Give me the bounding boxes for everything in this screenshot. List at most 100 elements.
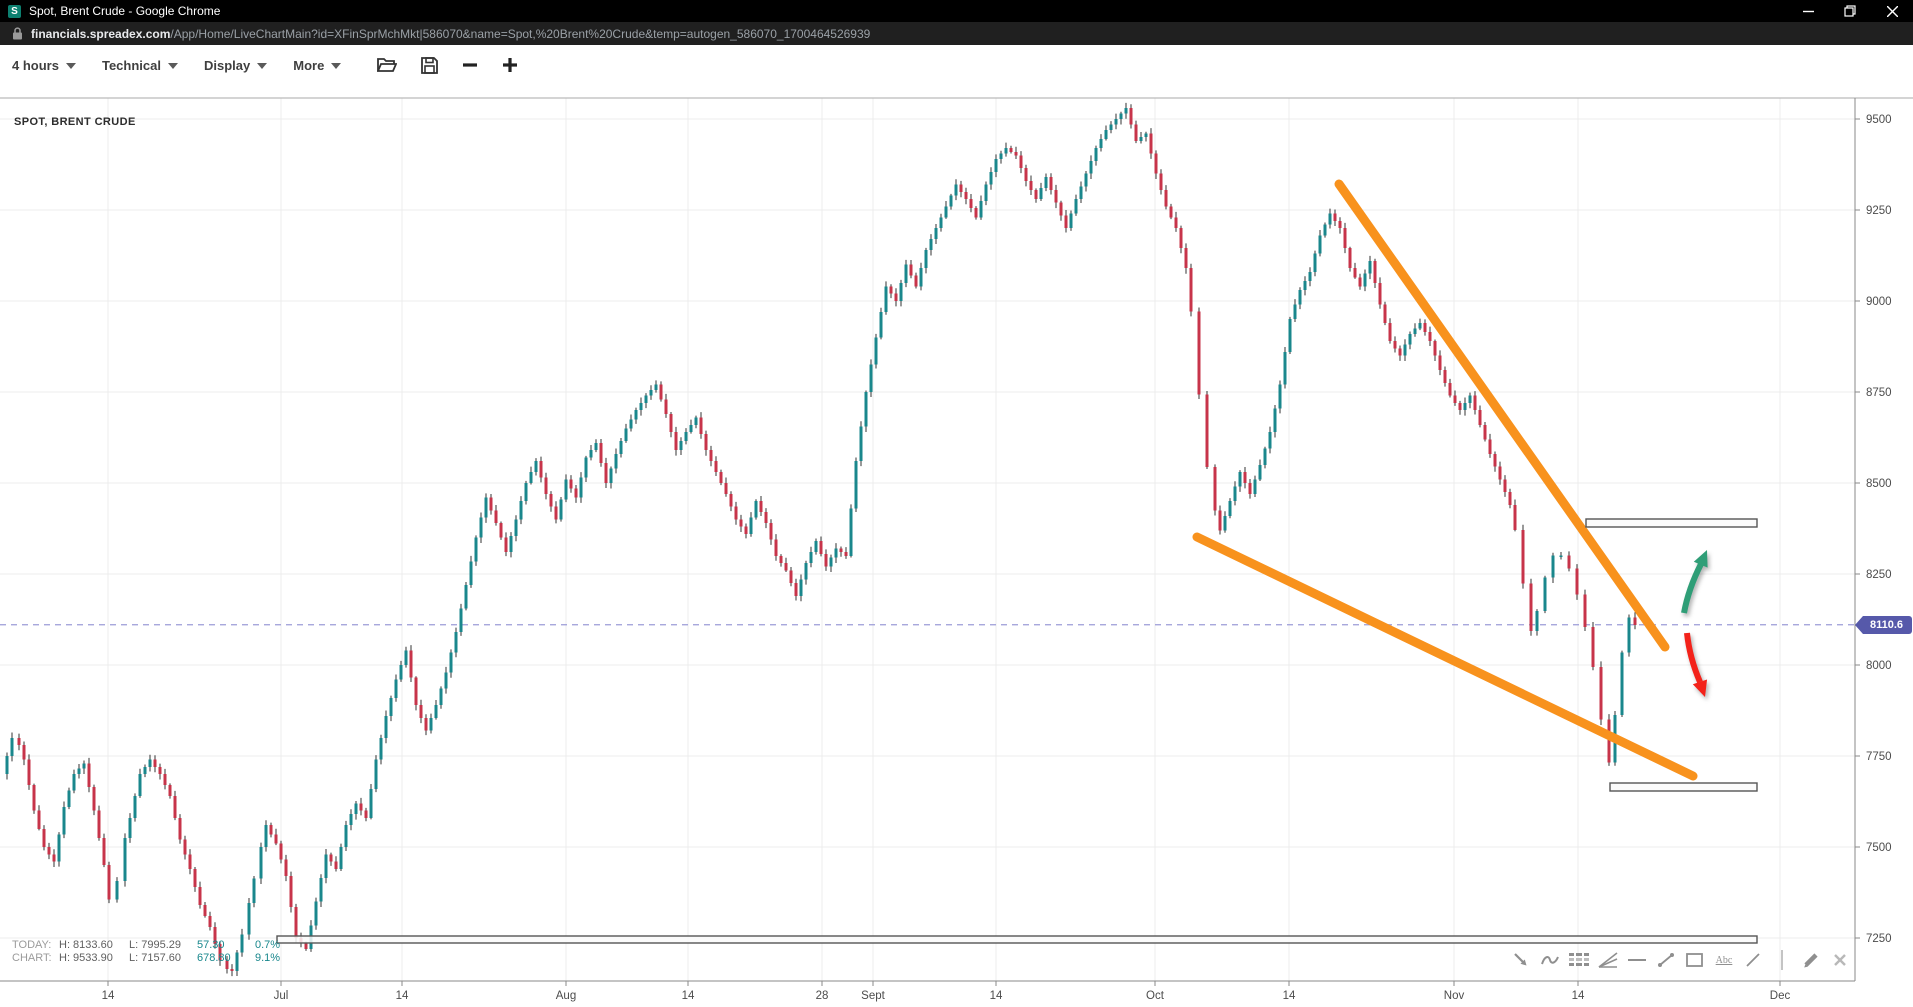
long-support-zone-box[interactable] (276, 935, 1758, 944)
address-bar[interactable]: financials.spreadex.com/App/Home/LiveCha… (0, 22, 1913, 45)
chevron-down-icon (65, 63, 76, 69)
y-tick-label: 8250 (1866, 569, 1892, 581)
plus-icon (503, 58, 518, 72)
window-titlebar: S Spot, Brent Crude - Google Chrome (0, 0, 1913, 22)
x-tick-label: 14 (990, 990, 1003, 1002)
y-tick-label: 8750 (1866, 387, 1892, 399)
chart-low: L: 7157.60 (129, 952, 181, 964)
lower-wedge-trendline[interactable] (1192, 532, 1698, 781)
x-tick-label: 28 (816, 990, 829, 1002)
window-title: Spot, Brent Crude - Google Chrome (29, 4, 221, 18)
y-tick-label: 7250 (1866, 933, 1892, 945)
horizontal-line-tool[interactable] (1626, 949, 1648, 971)
line-tool[interactable] (1742, 949, 1764, 971)
diagonal-line-icon (1746, 953, 1760, 967)
rectangle-icon (1686, 953, 1703, 967)
price-stats: TODAY: H: 8133.60 L: 7995.29 57.30 0.7% … (12, 939, 280, 965)
x-tick-label: Sept (861, 990, 885, 1002)
y-tick-label: 8500 (1866, 478, 1892, 490)
close-drawing-toolbar-button[interactable] (1829, 949, 1851, 971)
lock-icon (12, 27, 23, 40)
timeframe-dropdown[interactable]: 4 hours (12, 58, 76, 73)
today-stats-row: TODAY: H: 8133.60 L: 7995.29 57.30 0.7% (12, 939, 280, 952)
axes: 9500 9250 9000 8750 8500 8250 8000 7750 7500 7250… (0, 97, 1913, 1002)
resistance-zone-box[interactable] (1585, 518, 1758, 528)
more-label: More (293, 57, 325, 73)
drawing-toolbar: Abc (1510, 949, 1851, 971)
x-tick-label: Aug (556, 990, 576, 1002)
trend-segment-icon (1658, 953, 1674, 967)
save-icon (421, 56, 439, 74)
chevron-down-icon (257, 63, 268, 69)
y-tick-label: 9000 (1866, 296, 1892, 308)
chart-stats-row: CHART: H: 9533.90 L: 7157.60 678.80 9.1% (12, 952, 280, 965)
grid-icon (1569, 953, 1589, 966)
y-tick-label: 9250 (1866, 205, 1892, 217)
gridlines (0, 98, 1855, 981)
zoom-in-button[interactable] (502, 57, 518, 73)
candlesticks (5, 102, 1637, 977)
open-chart-button[interactable] (377, 57, 398, 73)
y-tick-label: 7500 (1866, 842, 1892, 854)
curve-icon (1541, 956, 1559, 965)
pointer-arrow-icon (1514, 953, 1527, 966)
pointer-tool[interactable] (1510, 949, 1532, 971)
minus-icon (463, 63, 478, 67)
zoom-out-button[interactable] (462, 57, 478, 73)
x-tick-label: 14 (1572, 990, 1585, 1002)
fan-lines-tool[interactable] (1597, 949, 1619, 971)
chevron-down-icon (167, 63, 178, 69)
trendline-tool[interactable] (1655, 949, 1677, 971)
today-low: L: 7995.29 (129, 939, 181, 951)
toolbar-separator (1771, 949, 1793, 971)
y-tick-label: 8000 (1866, 660, 1892, 672)
bearish-scenario-arrow[interactable] (1684, 632, 1708, 697)
bullish-scenario-arrow[interactable] (1681, 550, 1708, 614)
open-folder-icon (377, 58, 398, 72)
fan-lines-icon (1598, 952, 1618, 968)
chevron-down-icon (331, 63, 342, 69)
rectangle-tool[interactable] (1684, 949, 1706, 971)
text-tool[interactable]: Abc (1713, 949, 1735, 971)
close-button[interactable] (1871, 0, 1913, 22)
window-controls (1787, 0, 1913, 22)
technical-dropdown[interactable]: Technical (102, 58, 178, 73)
symbol-label: SPOT, BRENT CRUDE (14, 116, 136, 128)
chart-change-pct: 9.1% (255, 952, 281, 964)
today-label: TODAY: (12, 939, 52, 951)
url-path: /App/Home/LiveChartMain?id=XFinSprMchMkt… (170, 26, 871, 41)
more-dropdown[interactable]: More (293, 57, 342, 73)
marker-tool[interactable] (1800, 949, 1822, 971)
today-high: H: 8133.60 (59, 939, 113, 951)
grid-tool[interactable] (1568, 949, 1590, 971)
minimize-button[interactable] (1787, 0, 1829, 22)
x-tick-label: Nov (1444, 990, 1465, 1002)
freehand-tool[interactable] (1539, 949, 1561, 971)
x-tick-label: 14 (682, 990, 695, 1002)
x-tick-label: Dec (1770, 990, 1791, 1002)
y-tick-label: 7750 (1866, 751, 1892, 763)
x-tick-label: Jul (274, 990, 289, 1002)
chart-change: 678.80 (197, 952, 231, 964)
timeframe-label: 4 hours (12, 57, 59, 73)
url-domain: financials.spreadex.com (31, 26, 171, 41)
support-zone-box[interactable] (1609, 782, 1758, 792)
current-price-tag: 8110.6 (1855, 616, 1912, 634)
save-chart-button[interactable] (421, 56, 439, 74)
today-change: 57.30 (197, 939, 225, 951)
marker-pen-icon (1804, 953, 1818, 968)
close-icon (1834, 954, 1846, 966)
display-label: Display (203, 57, 251, 73)
chart-toolbar: 4 hours Technical Display More (0, 45, 1913, 85)
chart-drawings (276, 179, 1758, 944)
chart-high: H: 9533.90 (59, 952, 113, 964)
restore-button[interactable] (1829, 0, 1871, 22)
display-dropdown[interactable]: Display (203, 57, 268, 73)
chart-label: CHART: (12, 952, 52, 964)
today-change-pct: 0.7% (255, 939, 281, 951)
upper-wedge-trendline[interactable] (1334, 179, 1670, 652)
horizontal-line-icon (1628, 959, 1646, 961)
separator-icon (1781, 950, 1783, 970)
